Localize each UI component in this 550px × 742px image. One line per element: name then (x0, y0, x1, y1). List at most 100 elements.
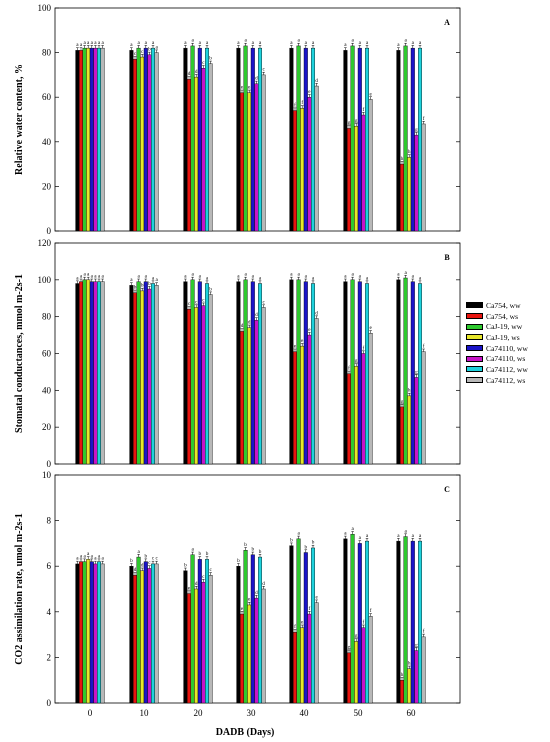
bar (368, 333, 373, 465)
significance-letter: a (91, 553, 94, 559)
legend: Ca754, ww Ca754, ws CaJ-19, ww CaJ-19, ws Ca… (466, 300, 550, 386)
bar (86, 47, 91, 232)
significance-letter: h (401, 672, 404, 678)
bar (132, 292, 137, 465)
significance-letter: a (237, 40, 240, 46)
significance-letter: a (312, 275, 315, 281)
bar (396, 279, 401, 465)
significance-letter: b (199, 551, 202, 557)
bar (132, 59, 137, 232)
significance-letter: f (294, 623, 296, 630)
bar (183, 570, 188, 704)
panel-letter: A (444, 18, 450, 27)
bar (354, 366, 359, 465)
bar (293, 110, 298, 232)
significance-letter: f (309, 605, 311, 612)
significance-letter: d (315, 78, 318, 84)
bar (201, 305, 206, 465)
bar (129, 50, 134, 232)
bar (194, 307, 199, 465)
significance-letter: d (255, 312, 258, 318)
bar (208, 575, 213, 704)
bar (400, 163, 405, 232)
significance-letter: d (195, 69, 198, 75)
x-tick-label: 20 (194, 708, 204, 718)
significance-letter: f (363, 106, 365, 113)
significance-letter: g (401, 399, 404, 405)
bar (147, 288, 152, 465)
significance-letter: a (152, 40, 155, 46)
bar (350, 45, 355, 232)
bar (201, 581, 206, 704)
significance-letter: e (301, 620, 304, 626)
bar (197, 47, 202, 232)
bar (136, 281, 141, 465)
x-tick-label: 0 (88, 708, 93, 718)
bar (190, 45, 195, 232)
significance-letter: e (241, 606, 244, 612)
significance-letter: a (184, 40, 187, 46)
bar (407, 395, 412, 465)
bar (293, 351, 298, 465)
bar (143, 561, 148, 704)
bar (258, 47, 263, 232)
significance-letter: f (423, 343, 425, 350)
legend-entry: Ca74112, ws (466, 375, 550, 386)
significance-letter: a (155, 277, 158, 283)
panel-letter: B (444, 253, 450, 262)
significance-letter: e (294, 344, 297, 350)
bar (258, 556, 263, 704)
significance-letter: a (404, 38, 407, 44)
legend-label: Ca754, ww (486, 300, 521, 310)
significance-letter: a (305, 40, 308, 46)
significance-letter: d (315, 310, 318, 316)
bar (347, 652, 352, 704)
bar (354, 125, 359, 232)
significance-letter: a (80, 42, 83, 48)
significance-letter: g (355, 358, 358, 364)
significance-letter: a (366, 275, 369, 281)
bar (254, 597, 259, 704)
significance-letter: g (355, 633, 358, 639)
significance-letter: a (359, 535, 362, 541)
significance-letter: c (202, 297, 205, 303)
bar (82, 47, 87, 232)
significance-letter: a (297, 272, 300, 278)
y-tick-label: 100 (38, 3, 52, 13)
bar (418, 540, 423, 704)
bar (243, 45, 248, 232)
significance-letter: a (184, 274, 187, 280)
legend-entry: Ca74110, ww (466, 343, 550, 354)
bar (365, 47, 370, 232)
significance-letter: b (305, 544, 308, 550)
legend-swatch (466, 345, 483, 352)
bar (75, 50, 80, 232)
bar (300, 627, 305, 704)
bar (296, 538, 301, 704)
bar (396, 540, 401, 704)
significance-letter: a (419, 40, 422, 46)
legend-swatch (466, 323, 483, 330)
significance-letter: a (206, 275, 209, 281)
bar (343, 538, 348, 704)
significance-letter: a (191, 38, 194, 44)
significance-letter: c (148, 560, 151, 566)
x-axis-title: DADB (Days) (216, 727, 275, 738)
significance-letter: d (248, 320, 251, 326)
bar (136, 47, 141, 232)
bar (414, 377, 419, 465)
bar (396, 50, 401, 232)
bar (361, 627, 366, 704)
bar (410, 540, 415, 704)
significance-letter: a (76, 42, 79, 48)
bar (254, 83, 259, 232)
legend-label: Ca754, ws (486, 311, 519, 321)
bar (239, 92, 244, 232)
bar (410, 47, 415, 232)
y-axis-title: Stomatal conductances, mmol m-2s-1 (14, 274, 25, 433)
bar (250, 554, 255, 704)
bar (150, 563, 155, 704)
significance-letter: b (209, 286, 212, 292)
significance-letter: a (98, 274, 101, 280)
